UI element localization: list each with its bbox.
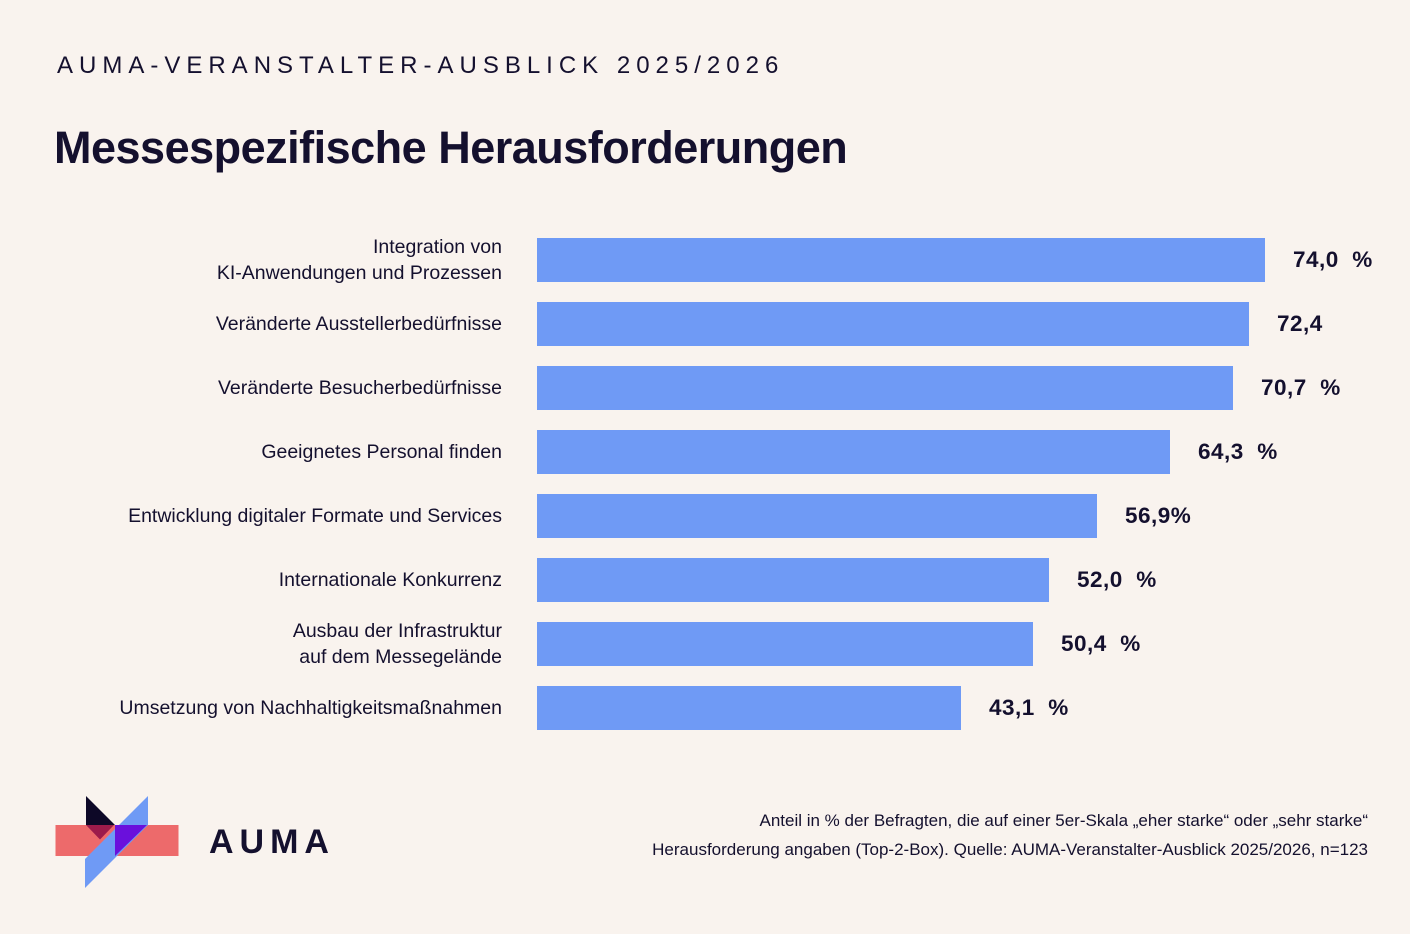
bar-row: Umsetzung von Nachhaltigkeitsmaßnahmen 43… <box>0 686 1410 730</box>
logo-navy-triangle <box>86 796 115 825</box>
bar-track: 70,7 % <box>537 366 1410 410</box>
auma-logo: AUMA <box>55 793 335 891</box>
bar-row: Ausbau der Infrastruktur auf dem Messege… <box>0 620 1410 668</box>
bar-row: Internationale Konkurrenz 52,0 % <box>0 558 1410 602</box>
bar <box>537 302 1249 346</box>
category-label: Ausbau der Infrastruktur auf dem Messege… <box>292 620 502 668</box>
page-title: Messespezifische Herausforderungen <box>54 122 848 173</box>
value-label: 70,7 % <box>1261 375 1341 400</box>
bar <box>537 622 1033 666</box>
bar <box>537 366 1233 410</box>
category-label: Integration von KI-Anwendungen und Proze… <box>216 236 502 284</box>
bar <box>537 430 1170 474</box>
source-note-line1: Anteil in % der Befragten, die auf einer… <box>759 811 1368 830</box>
bar-row: Integration von KI-Anwendungen und Proze… <box>0 236 1410 284</box>
report-eyebrow: AUMA-VERANSTALTER-AUSBLICK 2025/2026 <box>57 52 785 79</box>
source-note-line2: Herausforderung angaben (Top-2-Box). Que… <box>652 840 1368 859</box>
logo-maroon-triangle <box>86 825 114 840</box>
category-label: Internationale Konkurrenz <box>278 569 502 591</box>
logo-violet-triangle <box>115 825 147 856</box>
bar <box>537 238 1265 282</box>
value-label: 50,4 % <box>1061 631 1141 656</box>
bar-row: Entwicklung digitaler Formate und Servic… <box>0 494 1410 538</box>
bar-track: 52,0 % <box>537 558 1410 602</box>
bar-row: Geeignetes Personal finden 64,3 % <box>0 430 1410 474</box>
auma-logo-mark <box>55 796 179 888</box>
auma-wordmark: AUMA <box>209 822 335 861</box>
bar <box>537 558 1049 602</box>
value-label: 74,0 % <box>1293 247 1373 272</box>
bar <box>537 686 961 730</box>
category-label: Entwicklung digitaler Formate und Servic… <box>128 505 502 527</box>
source-note: Anteil in % der Befragten, die auf einer… <box>652 806 1368 864</box>
value-label: 52,0 % <box>1077 567 1157 592</box>
value-label: 72,4 <box>1277 311 1323 336</box>
bar-row: Veränderte Ausstellerbedürfnisse 72,4 <box>0 302 1410 346</box>
bar-track: 43,1 % <box>537 686 1410 730</box>
value-label: 56,9% <box>1125 503 1192 528</box>
value-label: 43,1 % <box>989 695 1069 720</box>
bar-track: 56,9% <box>537 494 1410 538</box>
bar-track: 50,4 % <box>537 622 1410 666</box>
category-label: Umsetzung von Nachhaltigkeitsmaßnahmen <box>119 697 502 719</box>
value-label: 64,3 % <box>1198 439 1278 464</box>
category-label: Geeignetes Personal finden <box>261 441 502 463</box>
bar-row: Veränderte Besucherbedürfnisse 70,7 % <box>0 366 1410 410</box>
bar-track: 74,0 % <box>537 238 1410 282</box>
bar-track: 64,3 % <box>537 430 1410 474</box>
bar-track: 72,4 <box>537 302 1410 346</box>
category-label: Veränderte Besucherbedürfnisse <box>217 377 502 399</box>
bar <box>537 494 1097 538</box>
bar-chart: Integration von KI-Anwendungen und Proze… <box>0 236 1410 750</box>
category-label: Veränderte Ausstellerbedürfnisse <box>215 313 502 335</box>
